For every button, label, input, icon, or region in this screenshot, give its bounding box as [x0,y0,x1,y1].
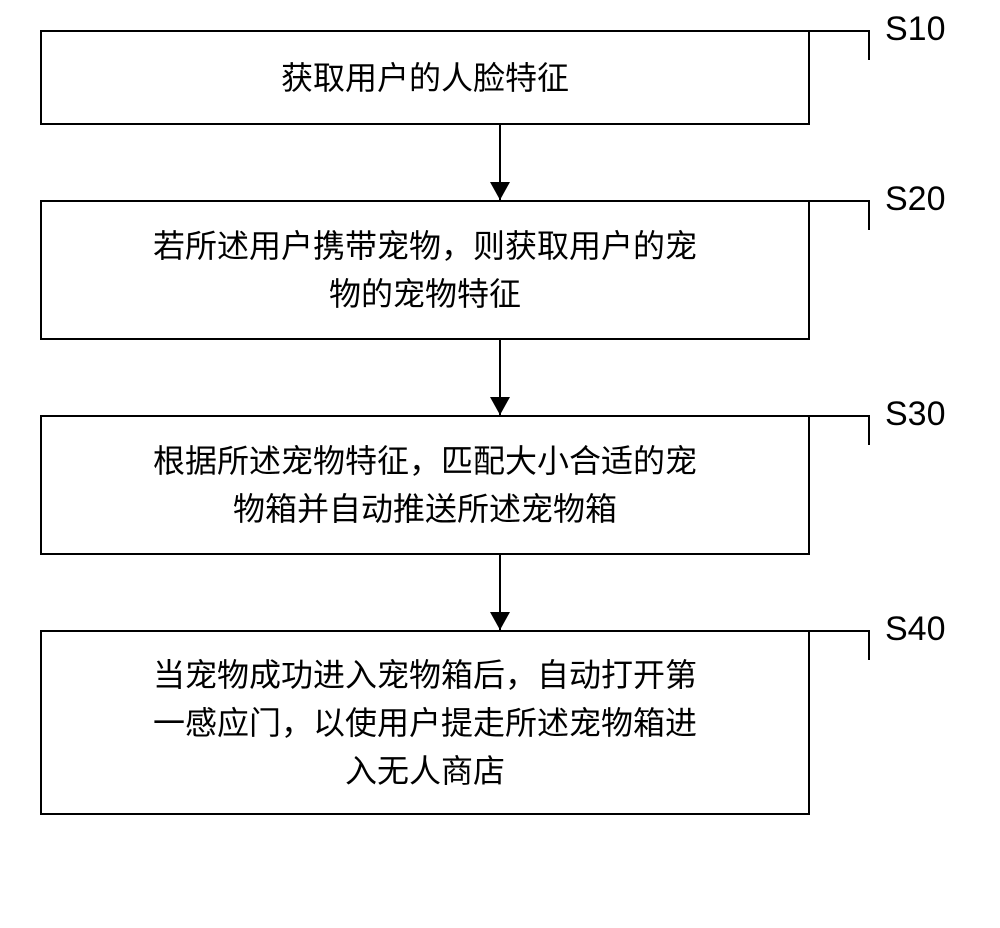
step-label-s30: S30 [885,395,946,434]
label-connector-s30: S30 [810,415,946,445]
step-row-s30: 根据所述宠物特征，匹配大小合适的宠 物箱并自动推送所述宠物箱 S30 [40,415,960,555]
step-row-s40: 当宠物成功进入宠物箱后，自动打开第 一感应门，以使用户提走所述宠物箱进 入无人商… [40,630,960,815]
step-text-s30-line1: 根据所述宠物特征，匹配大小合适的宠 [153,437,697,485]
step-box-s30: 根据所述宠物特征，匹配大小合适的宠 物箱并自动推送所述宠物箱 [40,415,810,555]
step-text-s40: 当宠物成功进入宠物箱后，自动打开第 一感应门，以使用户提走所述宠物箱进 入无人商… [153,651,697,795]
step-row-s20: 若所述用户携带宠物，则获取用户的宠 物的宠物特征 S20 [40,200,960,340]
step-text-s10: 获取用户的人脸特征 [281,54,569,102]
step-text-s40-line2: 一感应门，以使用户提走所述宠物箱进 [153,699,697,747]
step-label-s20: S20 [885,180,946,219]
step-label-s10: S10 [885,10,946,49]
arrow-container-2 [115,340,885,415]
arrow-head-1 [490,182,510,200]
step-text-s30: 根据所述宠物特征，匹配大小合适的宠 物箱并自动推送所述宠物箱 [153,437,697,533]
arrow-head-3 [490,612,510,630]
step-text-s20-line1: 若所述用户携带宠物，则获取用户的宠 [153,222,697,270]
step-text-s20-line2: 物的宠物特征 [153,270,697,318]
step-box-s40: 当宠物成功进入宠物箱后，自动打开第 一感应门，以使用户提走所述宠物箱进 入无人商… [40,630,810,815]
step-text-s40-line1: 当宠物成功进入宠物箱后，自动打开第 [153,651,697,699]
step-label-s40: S40 [885,610,946,649]
connector-line-s30 [810,415,870,445]
step-text-s20: 若所述用户携带宠物，则获取用户的宠 物的宠物特征 [153,222,697,318]
step-row-s10: 获取用户的人脸特征 S10 [40,30,960,125]
arrow-3 [499,555,501,630]
connector-line-s20 [810,200,870,230]
flowchart-container: 获取用户的人脸特征 S10 若所述用户携带宠物，则获取用户的宠 物的宠物特征 S… [40,30,960,815]
arrow-container-3 [115,555,885,630]
label-connector-s20: S20 [810,200,946,230]
step-box-s10: 获取用户的人脸特征 [40,30,810,125]
step-box-s20: 若所述用户携带宠物，则获取用户的宠 物的宠物特征 [40,200,810,340]
arrow-container-1 [115,125,885,200]
arrow-1 [499,125,501,200]
connector-line-s10 [810,30,870,60]
arrow-2 [499,340,501,415]
label-connector-s40: S40 [810,630,946,660]
arrow-head-2 [490,397,510,415]
step-text-s40-line3: 入无人商店 [153,747,697,795]
connector-line-s40 [810,630,870,660]
step-text-s30-line2: 物箱并自动推送所述宠物箱 [153,485,697,533]
label-connector-s10: S10 [810,30,946,60]
